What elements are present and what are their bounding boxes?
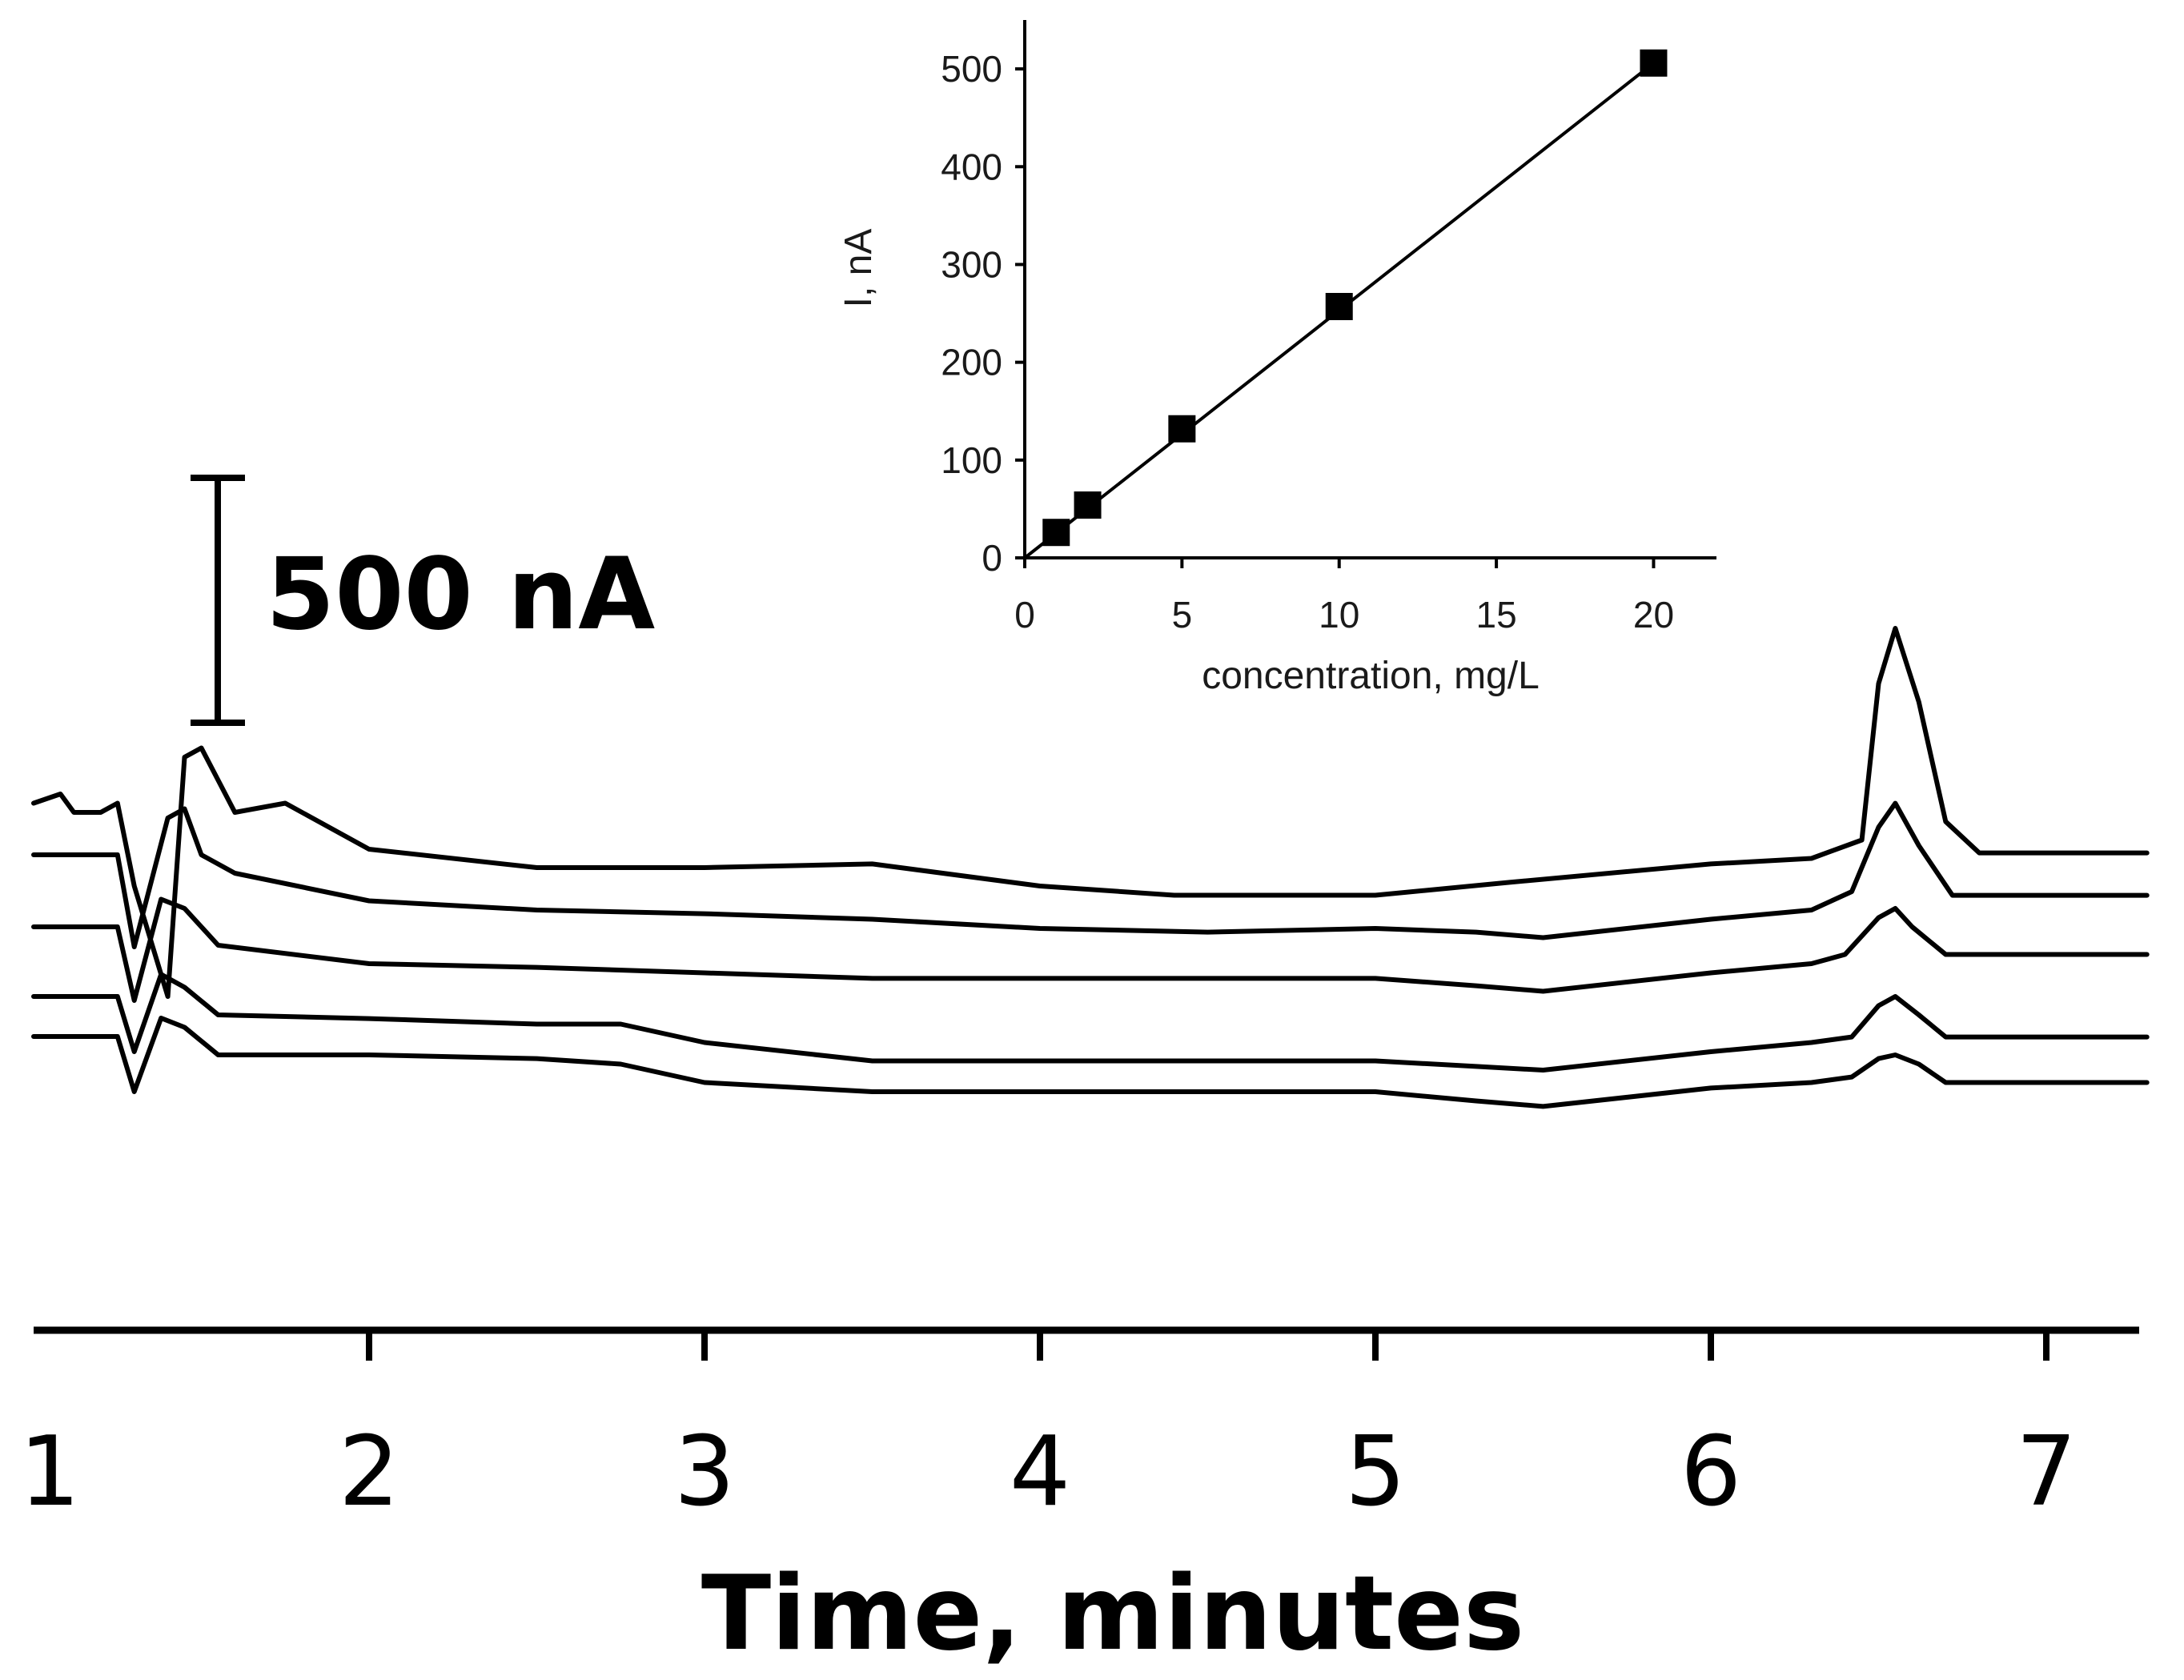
inset-y-axis-label: I, nA <box>837 229 880 308</box>
inset-data-points <box>1042 49 1668 547</box>
inset-y-tick-label: 300 <box>941 243 1002 285</box>
inset-x-tick-label: 15 <box>1476 594 1517 636</box>
inset-y-ticks: 0 100 200 300 400 500 <box>941 48 1025 579</box>
inset-y-tick-label: 0 <box>982 537 1002 579</box>
inset-x-tick-label: 20 <box>1633 594 1674 636</box>
inset-x-tick-label: 10 <box>1319 594 1359 636</box>
inset-y-tick-label: 200 <box>941 342 1002 383</box>
chromatogram-trace-5 <box>31 1016 2150 1109</box>
main-chart: 500 nA 1 2 3 4 5 6 7 Time, minutes <box>19 475 2150 1674</box>
inset-y-tick-label: 100 <box>941 439 1002 481</box>
main-x-tick-label: 4 <box>1010 1417 1070 1528</box>
scale-bar: 500 nA <box>191 475 655 726</box>
inset-data-point <box>1640 49 1668 77</box>
main-x-ticks: 1 2 3 4 5 6 7 <box>19 1330 2077 1528</box>
inset-x-tick-label: 0 <box>1014 594 1035 636</box>
inset-y-tick-label: 500 <box>941 48 1002 90</box>
inset-data-point <box>1074 491 1102 519</box>
chromatogram-traces <box>31 626 2150 1109</box>
inset-x-tick-label: 5 <box>1172 594 1193 636</box>
main-x-tick-label: 2 <box>339 1417 399 1528</box>
chromatogram-trace-4 <box>31 972 2150 1073</box>
chromatogram-trace-1 <box>31 626 2150 999</box>
main-x-tick-label: 6 <box>1680 1417 1741 1528</box>
inset-x-axis-label: concentration, mg/L <box>1202 655 1540 697</box>
main-x-tick-label: 7 <box>2016 1417 2077 1528</box>
inset-data-point <box>1168 415 1196 443</box>
main-x-tick-label: 5 <box>1345 1417 1406 1528</box>
inset-data-point <box>1042 519 1070 547</box>
inset-data-point <box>1325 292 1353 320</box>
chromatogram-trace-2 <box>31 800 2150 949</box>
inset-x-ticks: 0 5 10 15 20 <box>1014 558 1674 636</box>
inset-y-tick-label: 400 <box>941 146 1002 187</box>
scale-bar-label: 500 nA <box>266 537 655 652</box>
chromatogram-trace-3 <box>31 896 2150 1003</box>
inset-chart: 0 100 200 300 400 500 0 5 10 15 20 concentration,… <box>837 20 1716 697</box>
main-x-tick-label: 3 <box>674 1417 735 1528</box>
main-x-tick-label: 1 <box>19 1417 80 1528</box>
main-x-axis-label: Time, minutes <box>701 1554 1524 1674</box>
